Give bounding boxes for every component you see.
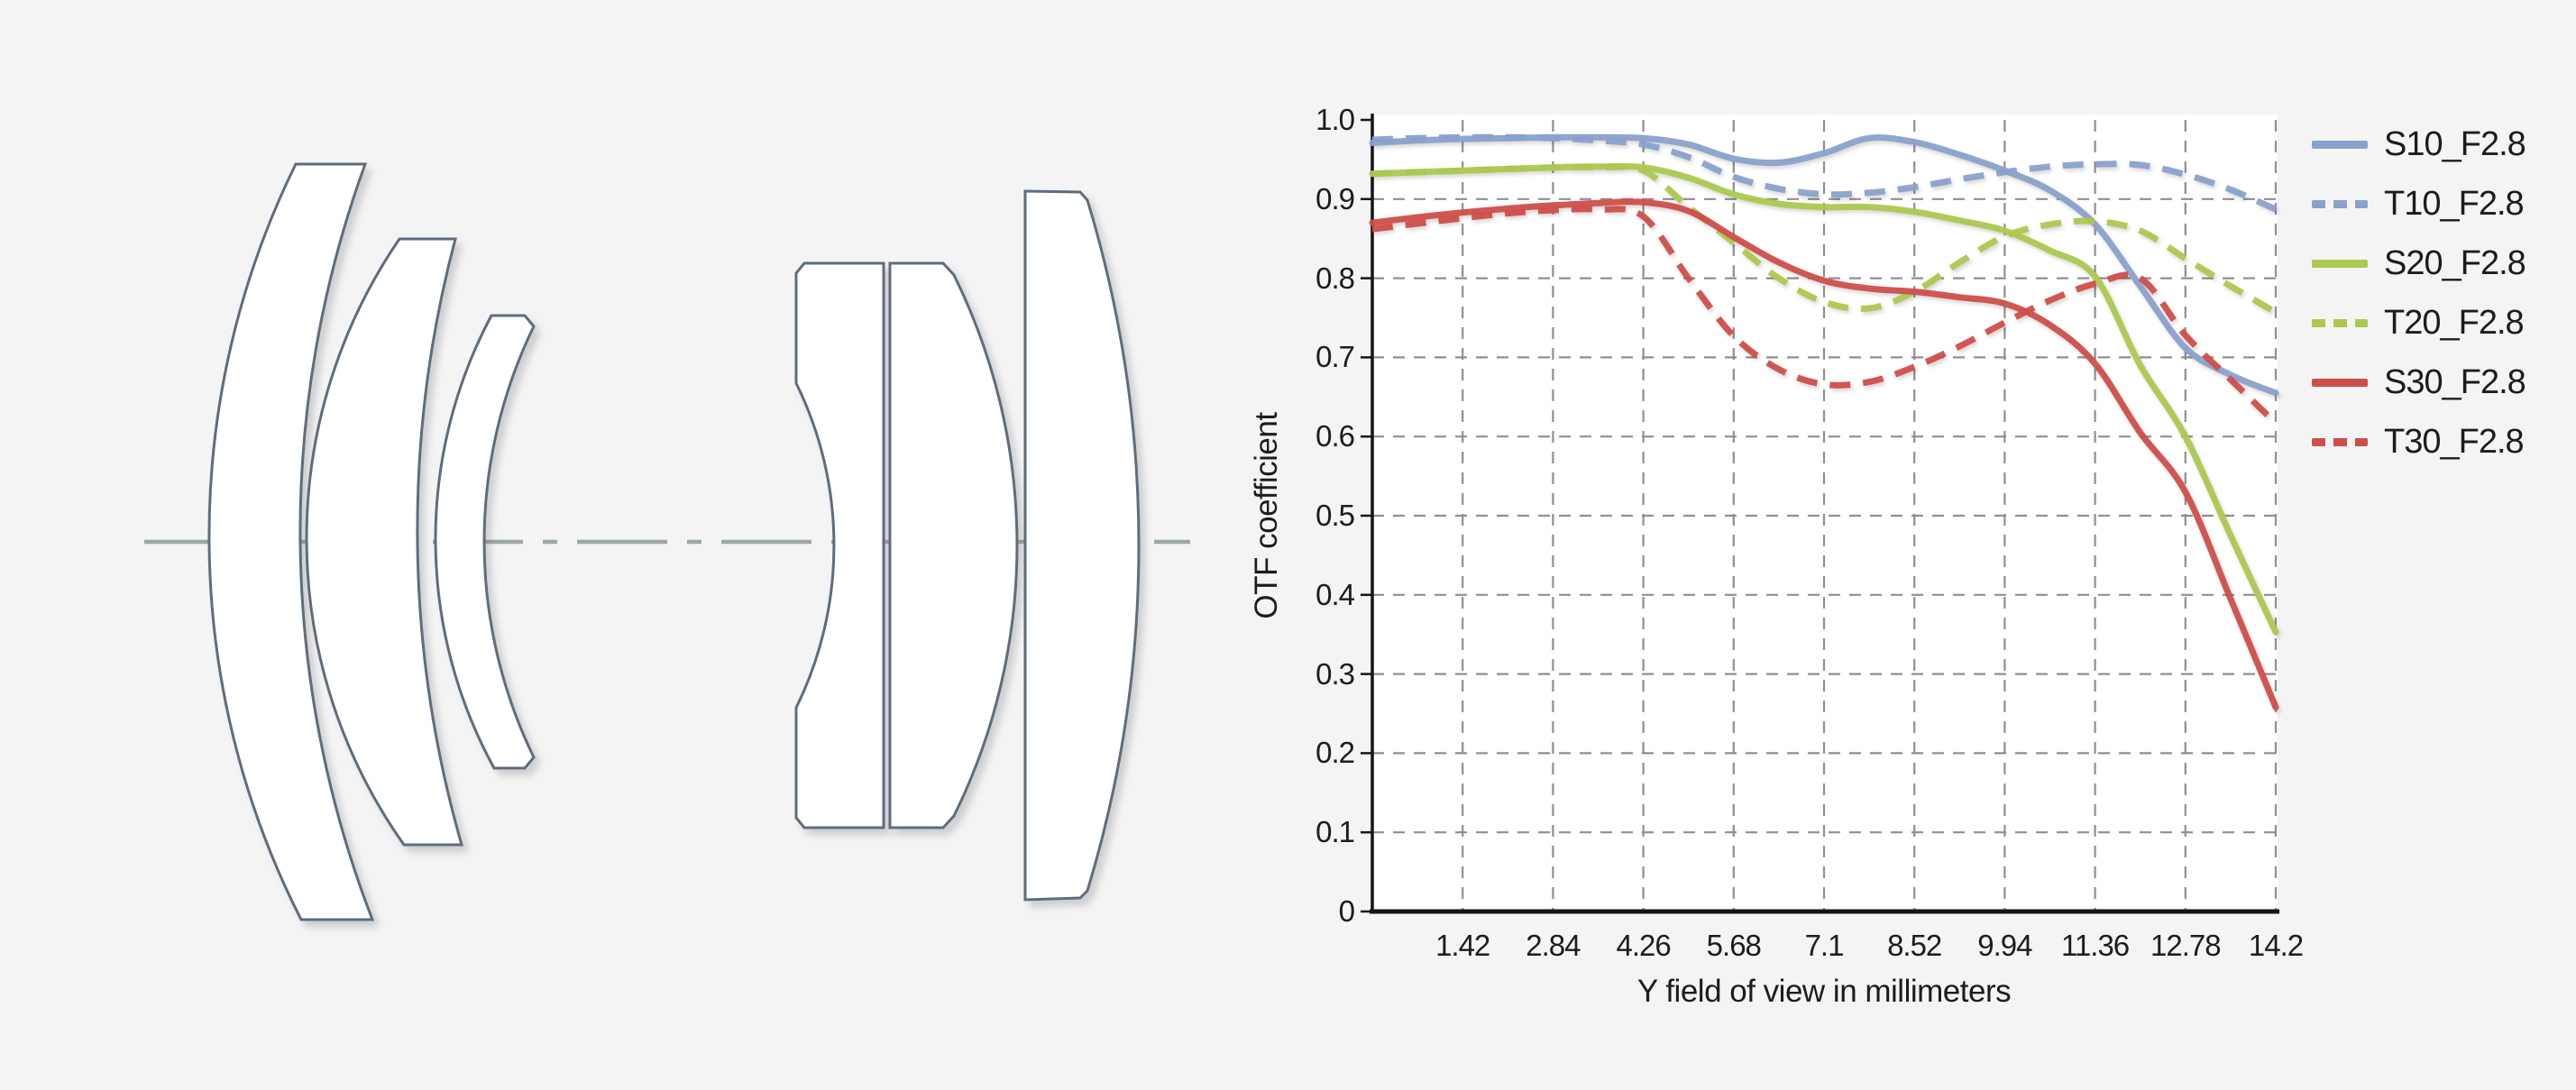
legend-swatch-dashed-line — [2312, 319, 2368, 327]
x-tick-label: 8.52 — [1887, 929, 1942, 962]
legend-swatch-solid-line — [2312, 379, 2368, 387]
curve-T20_F2.8 — [1371, 163, 2278, 316]
curve-T10_F2.8 — [1371, 133, 2278, 213]
x-tick-label: 11.36 — [2061, 929, 2130, 962]
x-tick-label: 12.78 — [2150, 929, 2222, 962]
x-tick-label: 14.2 — [2248, 929, 2304, 962]
x-tick-label: 2.84 — [1526, 929, 1581, 962]
legend-swatch-dashed-line — [2312, 438, 2368, 446]
y-tick-label: 0.5 — [1316, 499, 1355, 532]
legend-label: T30_F2.8 — [2384, 423, 2525, 461]
y-tick-label: 0.7 — [1316, 340, 1355, 374]
y-tick-label: 0.3 — [1316, 656, 1355, 691]
curve-S20_F2.8 — [1369, 162, 2279, 636]
lens-element-3 — [434, 314, 536, 770]
legend-label: T20_F2.8 — [2384, 304, 2525, 342]
legend-swatch-dashed-line — [2312, 200, 2368, 208]
grid-lines — [1372, 120, 2278, 911]
legend-label: S10_F2.8 — [2384, 125, 2526, 163]
y-tick-label: 0.4 — [1316, 577, 1355, 611]
legend-label: S20_F2.8 — [2384, 244, 2526, 282]
lens-element-2 — [305, 237, 463, 847]
legend-label: T10_F2.8 — [2384, 185, 2525, 223]
lens-element-1 — [207, 162, 375, 921]
x-tick-label: 5.68 — [1706, 929, 1762, 962]
y-tick-label: 0.8 — [1316, 261, 1355, 295]
y-tick-label: 0.9 — [1316, 181, 1355, 215]
x-tick-label: 4.26 — [1616, 929, 1671, 962]
curve-S30_F2.8 — [1369, 198, 2279, 710]
y-tick-label: 1.0 — [1316, 103, 1355, 136]
y-tick-label: 0.1 — [1316, 815, 1355, 849]
lens-diagram — [207, 162, 1141, 921]
x-tick-label: 7.1 — [1804, 929, 1845, 962]
legend-label: S30_F2.8 — [2384, 363, 2526, 401]
lens-element-5 — [888, 261, 1019, 829]
lens-element-6 — [1023, 189, 1141, 902]
x-axis-title: Y field of view in millimeters — [1636, 974, 2012, 1009]
legend-swatch-solid-line — [2312, 141, 2368, 149]
y-tick-label: 0.6 — [1316, 419, 1355, 453]
legend-swatch-solid-line — [2312, 260, 2368, 268]
x-tick-label: 1.42 — [1435, 929, 1490, 962]
chart-legend: S10_F2.8 T10_F2.8 S20_F2.8 T20_F2.8 S30_F2.8… — [2312, 0, 2573, 487]
data-curves — [1369, 133, 2279, 710]
y-tick-label: 0.2 — [1316, 736, 1355, 770]
lens-element-4 — [794, 261, 885, 829]
axes — [1361, 114, 2279, 914]
y-tick-label: 0 — [1338, 894, 1355, 928]
x-tick-label: 9.94 — [1977, 929, 2032, 962]
